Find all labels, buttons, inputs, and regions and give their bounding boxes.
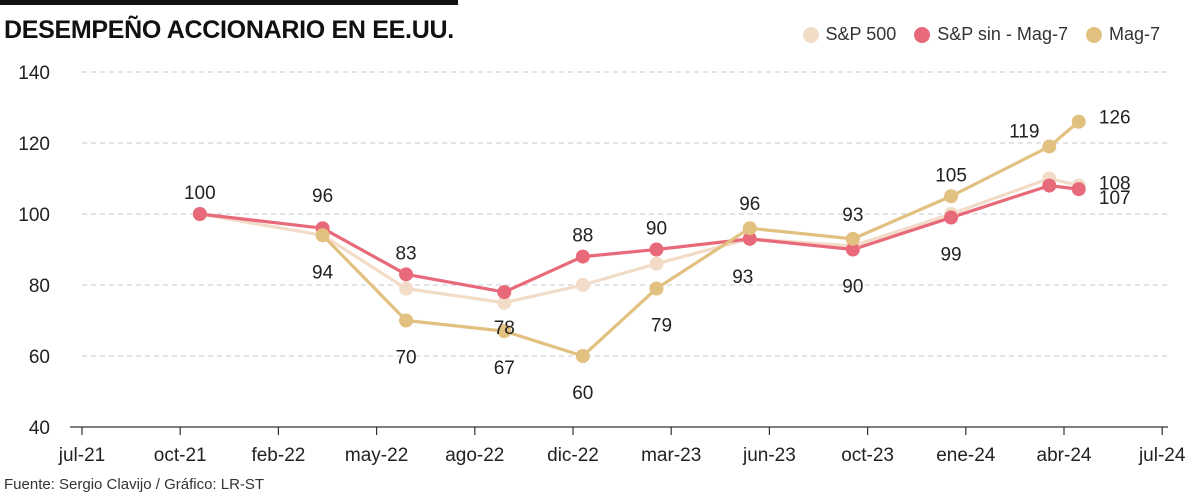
legend-marker-sp-sin-mag7: [914, 26, 931, 43]
y-tick-label-120: 120: [18, 134, 50, 155]
series-0-point-5: [649, 256, 664, 271]
series-1-point-4: [575, 249, 590, 264]
series-1-label-6: 93: [732, 267, 753, 288]
y-tick-label-100: 100: [18, 205, 50, 226]
series-2-label-4: 79: [651, 316, 672, 337]
series-2-label-9: 126: [1099, 108, 1131, 129]
series-1-point-5: [649, 242, 664, 257]
series-1-label-8: 99: [940, 245, 961, 266]
series-1-label-4: 88: [572, 226, 593, 247]
legend-marker-mag7: [1085, 26, 1102, 43]
series-1-point-8: [944, 210, 959, 225]
series-1-point-10: [1071, 182, 1086, 197]
series-2-point-1: [399, 313, 414, 328]
series-0-point-3: [497, 295, 512, 310]
x-tick-label-jul-24: jul-24: [1138, 445, 1186, 466]
x-tick-label-abr-24: abr-24: [1037, 445, 1092, 466]
legend-item-mag7: Mag-7: [1085, 24, 1160, 45]
legend-label-sp-sin-mag7: S&P sin - Mag-7: [937, 24, 1068, 44]
y-tick-label-80: 80: [29, 276, 50, 297]
y-tick-label-140: 140: [18, 63, 50, 84]
y-tick-label-40: 40: [29, 418, 50, 439]
legend-label-sp500: S&P 500: [825, 24, 897, 44]
series-1-label-1: 96: [312, 186, 333, 207]
legend: S&P 500 S&P sin - Mag-7 Mag-7: [785, 24, 1160, 45]
series-2-point-8: [1042, 139, 1057, 154]
series-2-point-4: [649, 281, 664, 296]
legend-item-sp-sin-mag7: S&P sin - Mag-7: [914, 24, 1068, 45]
chart-title: DESEMPEÑO ACCIONARIO EN EE.UU.: [4, 16, 454, 44]
series-2-point-3: [575, 349, 590, 363]
x-tick-label-oct-21: oct-21: [154, 445, 207, 466]
series-2-point-5: [742, 221, 757, 236]
x-tick-label-dic-22: dic-22: [547, 445, 599, 466]
x-tick-label-oct-23: oct-23: [841, 445, 894, 466]
series-2-point-0: [315, 228, 330, 243]
title-rule: [0, 0, 458, 5]
series-1-label-3: 78: [494, 318, 515, 339]
x-tick-label-mar-23: mar-23: [641, 445, 701, 466]
series-2-line: [321, 120, 1080, 358]
legend-label-mag7: Mag-7: [1108, 24, 1160, 44]
series-1-label-7: 90: [842, 277, 863, 298]
x-tick-label-jun-23: jun-23: [742, 445, 796, 466]
x-tick-label-ago-22: ago-22: [445, 445, 504, 466]
legend-marker-sp500: [802, 26, 819, 43]
x-tick-label-ene-24: ene-24: [936, 445, 996, 466]
series-1-label-10: 107: [1099, 188, 1131, 209]
series-2-label-1: 70: [395, 348, 416, 369]
source-note: Fuente: Sergio Clavijo / Gráfico: LR-ST: [4, 476, 265, 493]
x-tick-label-jul-21: jul-21: [58, 445, 105, 466]
legend-item-sp500: S&P 500: [802, 24, 897, 45]
series-2-label-7: 105: [935, 165, 967, 186]
x-tick-label-may-22: may-22: [345, 445, 408, 466]
series-2-label-2: 67: [494, 358, 515, 379]
series-2-point-7: [944, 189, 959, 204]
series-2-label-6: 93: [842, 205, 863, 226]
series-0-point-4: [575, 278, 590, 292]
series-0-point-2: [399, 281, 414, 296]
series-1-point-3: [497, 285, 512, 300]
series-2-label-0: 94: [312, 262, 334, 283]
series-1-label-0: 100: [184, 183, 216, 204]
series-2-label-3: 60: [572, 383, 593, 404]
series-2-point-9: [1071, 114, 1086, 129]
series-2-point-2: [497, 324, 512, 339]
x-tick-label-feb-22: feb-22: [251, 445, 305, 466]
series-1-point-0: [192, 207, 207, 221]
y-tick-label-60: 60: [29, 347, 50, 368]
series-1-point-2: [399, 267, 414, 282]
series-1-label-2: 83: [395, 243, 416, 264]
series-2-label-5: 96: [739, 194, 760, 215]
series-1-point-7: [845, 242, 860, 257]
series-1-label-5: 90: [646, 219, 667, 240]
series-1-point-6: [742, 231, 757, 246]
series-2-label-8: 119: [1009, 122, 1039, 143]
series-1-point-9: [1042, 178, 1057, 193]
series-2-point-6: [845, 231, 860, 246]
series-0-label-10: 108: [1099, 174, 1131, 195]
